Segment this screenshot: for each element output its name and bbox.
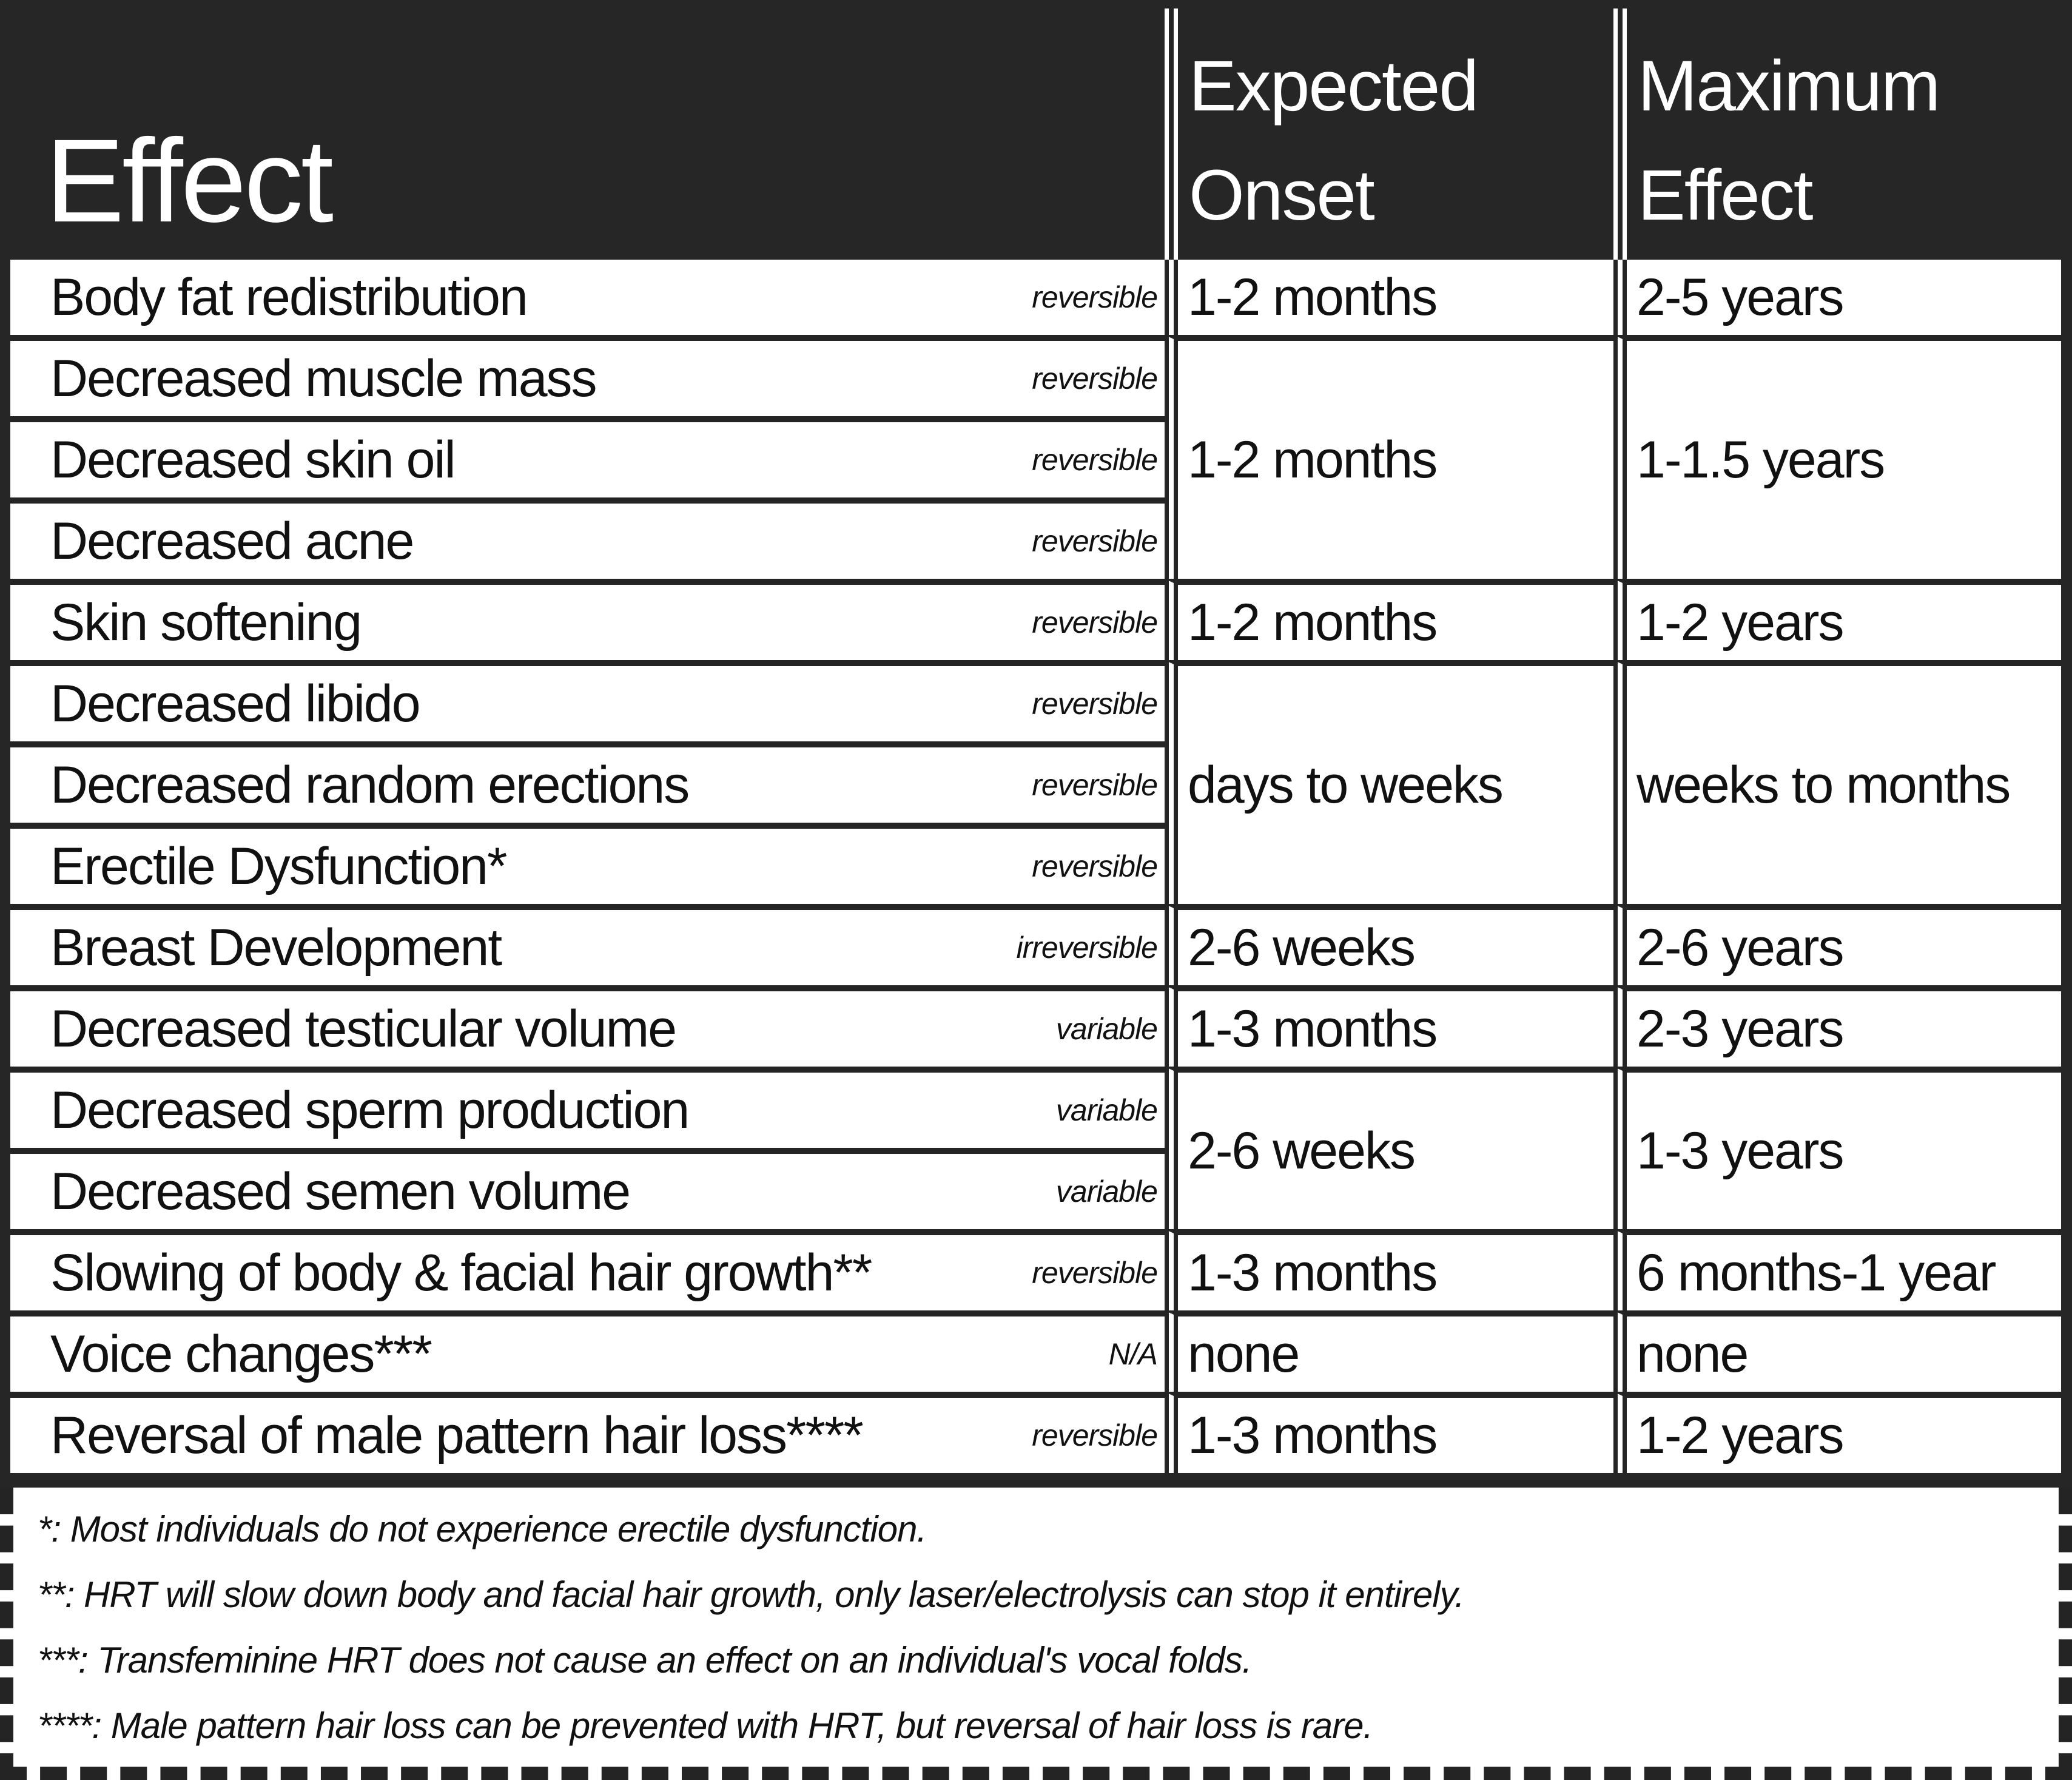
max-effect-cell: none <box>1613 1310 2061 1392</box>
reversibility-tag: reversible <box>1032 443 1158 477</box>
reversibility-tag: variable <box>1055 1175 1158 1209</box>
effect-cell: Decreased semen volume variable <box>10 1148 1165 1229</box>
table-frame: Effect Expected Onset Maximum Effect B <box>0 0 2072 1488</box>
effect-cell: Slowing of body & facial hair growth** r… <box>10 1229 1165 1310</box>
table-row: Breast Development irreversible 2-6 week… <box>10 904 2061 985</box>
effect-label: Decreased sperm production <box>50 1080 690 1139</box>
reversibility-tag: reversible <box>1032 524 1158 558</box>
footnote: *: Most individuals do not experience er… <box>38 1508 927 1549</box>
header-line: Onset <box>1189 155 1375 235</box>
effect-label: Decreased skin oil <box>50 430 456 489</box>
max-effect-cell: 1-3 years <box>1613 1067 2061 1229</box>
effect-cell: Decreased random erections reversible <box>10 741 1165 823</box>
table-row: Erectile Dysfunction* reversible <box>10 823 2061 904</box>
reversibility-tag: reversible <box>1032 1256 1158 1290</box>
effect-cell: Decreased skin oil reversible <box>10 416 1165 497</box>
footnotes: *: Most individuals do not experience er… <box>0 1488 2072 1780</box>
onset-cell: 1-3 months <box>1165 1392 1613 1473</box>
onset-cell: 2-6 weeks <box>1165 1067 1613 1229</box>
table-row: Decreased muscle mass reversible 1-2 mon… <box>10 335 2061 579</box>
reversibility-tag: irreversible <box>1016 931 1158 965</box>
reversibility-tag: reversible <box>1032 849 1158 883</box>
reversibility-tag: reversible <box>1032 768 1158 802</box>
onset-cell: 1-2 months <box>1165 579 1613 660</box>
header-line: Effect <box>1638 155 1814 235</box>
effect-label: Breast Development <box>50 918 502 977</box>
header-line: Maximum <box>1638 46 1940 127</box>
table-row: Body fat redistribution reversible 1-2 m… <box>10 260 2061 335</box>
effect-cell: Reversal of male pattern hair loss**** r… <box>10 1392 1165 1473</box>
table-row: Decreased testicular volume variable 1-3… <box>10 985 2061 1067</box>
effect-label: Decreased semen volume <box>50 1162 631 1221</box>
effect-label: Body fat redistribution <box>50 268 528 326</box>
table-row: Decreased sperm production variable 2-6 … <box>10 1067 2061 1229</box>
reversibility-tag: reversible <box>1032 1418 1158 1452</box>
footnote: ****: Male pattern hair loss can be prev… <box>38 1705 1373 1746</box>
reversibility-tag: N/A <box>1108 1337 1158 1371</box>
effect-cell: Body fat redistribution reversible <box>10 260 1165 335</box>
effect-cell: Decreased acne reversible <box>10 497 1165 579</box>
max-effect-cell: 1-2 years <box>1613 579 2061 660</box>
max-effect-cell: 2-5 years <box>1613 260 2061 335</box>
effect-label: Decreased testicular volume <box>50 999 677 1058</box>
max-effect-cell: 2-6 years <box>1613 904 2061 985</box>
table-row: Decreased semen volume variable <box>10 1148 2061 1229</box>
effect-label: Decreased random erections <box>50 755 690 814</box>
reversibility-tag: variable <box>1055 1012 1158 1046</box>
effect-label: Slowing of body & facial hair growth** <box>50 1243 872 1302</box>
reversibility-tag: reversible <box>1032 687 1158 721</box>
column-header-expected-onset: Expected Onset <box>1165 8 1613 260</box>
effect-label: Reversal of male pattern hair loss**** <box>50 1406 864 1465</box>
column-header-effect: Effect <box>10 8 1165 260</box>
onset-cell: 1-2 months <box>1165 260 1613 335</box>
footnote: ***: Transfeminine HRT does not cause an… <box>38 1639 1252 1681</box>
onset-cell: 1-3 months <box>1165 985 1613 1067</box>
effect-label: Skin softening <box>50 593 362 652</box>
reversibility-tag: reversible <box>1032 280 1158 314</box>
column-header-maximum-effect: Maximum Effect <box>1613 8 2061 260</box>
reversibility-tag: reversible <box>1032 605 1158 639</box>
effect-label: Decreased libido <box>50 674 421 733</box>
onset-cell: 1-2 months <box>1165 335 1613 579</box>
onset-cell: 1-3 months <box>1165 1229 1613 1310</box>
effect-cell: Decreased muscle mass reversible <box>10 335 1165 416</box>
onset-cell: days to weeks <box>1165 660 1613 904</box>
effect-cell: Voice changes*** N/A <box>10 1310 1165 1392</box>
table-row: Decreased skin oil reversible <box>10 416 2061 497</box>
max-effect-cell: 6 months-1 year <box>1613 1229 2061 1310</box>
footnote: **: HRT will slow down body and facial h… <box>38 1574 1465 1615</box>
effect-cell: Decreased testicular volume variable <box>10 985 1165 1067</box>
table-row: Decreased random erections reversible <box>10 741 2061 823</box>
effect-cell: Decreased sperm production variable <box>10 1067 1165 1148</box>
effect-cell: Breast Development irreversible <box>10 904 1165 985</box>
effect-cell: Decreased libido reversible <box>10 660 1165 741</box>
table-row: Slowing of body & facial hair growth** r… <box>10 1229 2061 1310</box>
effect-label: Erectile Dysfunction* <box>50 837 507 895</box>
table-row: Reversal of male pattern hair loss**** r… <box>10 1392 2061 1473</box>
header-line: Expected <box>1189 46 1479 127</box>
max-effect-cell: 2-3 years <box>1613 985 2061 1067</box>
effect-label: Decreased acne <box>50 511 414 570</box>
header-row: Effect Expected Onset Maximum Effect <box>10 8 2061 260</box>
effect-label: Decreased muscle mass <box>50 349 597 408</box>
max-effect-cell: weeks to months <box>1613 660 2061 904</box>
table-row: Decreased libido reversible days to week… <box>10 660 2061 904</box>
reversibility-tag: variable <box>1055 1093 1158 1127</box>
effect-label: Voice changes*** <box>50 1324 432 1383</box>
max-effect-cell: 1-1.5 years <box>1613 335 2061 579</box>
table-row: Decreased acne reversible <box>10 497 2061 579</box>
effects-table: Effect Expected Onset Maximum Effect B <box>10 8 2061 1473</box>
onset-cell: 2-6 weeks <box>1165 904 1613 985</box>
onset-cell: none <box>1165 1310 1613 1392</box>
table-row: Skin softening reversible 1-2 months 1-2… <box>10 579 2061 660</box>
effect-cell: Erectile Dysfunction* reversible <box>10 823 1165 904</box>
table-row: Voice changes*** N/A none none <box>10 1310 2061 1392</box>
reversibility-tag: reversible <box>1032 362 1158 396</box>
max-effect-cell: 1-2 years <box>1613 1392 2061 1473</box>
effect-cell: Skin softening reversible <box>10 579 1165 660</box>
